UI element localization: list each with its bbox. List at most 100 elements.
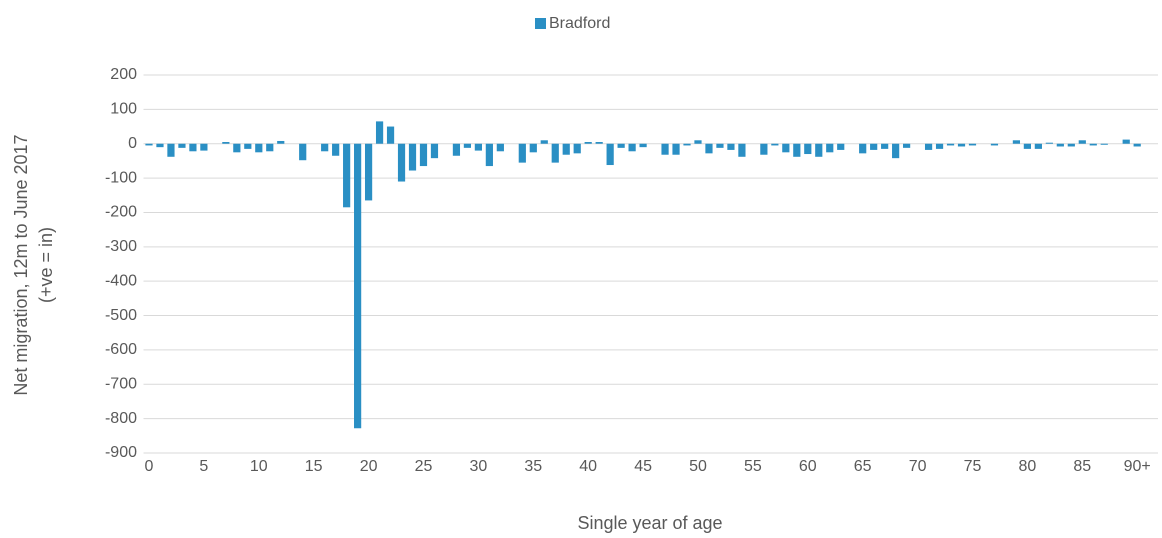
bar xyxy=(661,143,669,155)
bar xyxy=(354,143,362,429)
y-tick-label: -500 xyxy=(105,307,137,324)
x-tick-label: 85 xyxy=(1073,458,1091,475)
x-tick-label: 25 xyxy=(415,458,433,475)
bar xyxy=(1067,143,1075,147)
bar xyxy=(496,143,504,152)
x-tick-label: 0 xyxy=(145,458,154,475)
y-tick-label: -700 xyxy=(105,375,137,392)
bar xyxy=(167,143,175,157)
bar xyxy=(1133,143,1141,147)
x-tick-label: 55 xyxy=(744,458,762,475)
bar xyxy=(694,140,702,144)
y-tick-label: 100 xyxy=(110,101,137,118)
y-tick-label: 0 xyxy=(128,135,137,152)
bar xyxy=(727,143,735,150)
x-tick-label: 20 xyxy=(360,458,378,475)
bar xyxy=(277,140,285,144)
bar xyxy=(375,121,384,144)
bar xyxy=(299,143,307,161)
bar xyxy=(606,143,614,166)
bar xyxy=(222,142,230,144)
bar xyxy=(1122,139,1130,144)
bar xyxy=(463,143,472,148)
x-tick-label: 10 xyxy=(250,458,268,475)
bar xyxy=(826,143,834,153)
x-tick-label: 45 xyxy=(634,458,652,475)
bar xyxy=(1100,143,1108,145)
bar xyxy=(145,143,153,146)
bar xyxy=(419,143,428,167)
legend-label: Bradford xyxy=(549,15,610,32)
y-tick-label: -800 xyxy=(105,410,137,427)
bar xyxy=(672,143,680,155)
bar xyxy=(1023,143,1031,149)
bar xyxy=(573,143,581,154)
y-axis-title: Net migration, 12m to June 2017 xyxy=(11,134,31,395)
y-axis-title: (+ve = in) xyxy=(36,227,56,303)
x-tick-label: 65 xyxy=(854,458,872,475)
bar xyxy=(837,143,845,150)
bar xyxy=(968,143,977,146)
bar xyxy=(628,143,636,152)
x-tick-label: 80 xyxy=(1018,458,1036,475)
bar xyxy=(946,143,955,146)
x-tick-label: 5 xyxy=(199,458,208,475)
bar xyxy=(760,143,768,155)
bar xyxy=(397,143,406,182)
bar xyxy=(1045,142,1053,144)
bar xyxy=(364,143,373,201)
bar xyxy=(815,143,823,157)
bar xyxy=(178,143,186,148)
bar xyxy=(859,143,867,154)
x-tick-label: 40 xyxy=(579,458,597,475)
bar xyxy=(881,143,889,149)
bar xyxy=(321,143,329,152)
bar xyxy=(255,143,263,153)
y-tick-label: -100 xyxy=(105,169,137,186)
y-tick-label: -400 xyxy=(105,272,137,289)
x-axis-title: Single year of age xyxy=(577,513,722,533)
bar xyxy=(903,143,911,148)
bar xyxy=(870,143,878,150)
y-tick-label: -200 xyxy=(105,204,137,221)
bar xyxy=(156,143,164,148)
bar xyxy=(343,143,351,208)
bar xyxy=(485,143,493,167)
x-tick-label: 30 xyxy=(469,458,487,475)
bar xyxy=(584,142,592,144)
x-tick-label: 35 xyxy=(524,458,542,475)
bar xyxy=(529,143,537,153)
y-tick-label: -900 xyxy=(105,444,137,461)
bar xyxy=(452,143,461,156)
bar xyxy=(716,143,724,148)
bar xyxy=(738,143,746,157)
bar xyxy=(804,143,812,155)
bar xyxy=(233,143,241,153)
legend-swatch xyxy=(535,18,546,29)
bar xyxy=(189,143,197,152)
bar xyxy=(990,143,999,146)
y-tick-label: 200 xyxy=(110,66,137,83)
bar xyxy=(200,143,208,151)
bar xyxy=(332,143,340,156)
bar xyxy=(793,143,801,157)
bar xyxy=(474,143,482,151)
y-tick-label: -300 xyxy=(105,238,137,255)
bar xyxy=(266,143,274,152)
bar xyxy=(1034,143,1042,149)
bar xyxy=(705,143,713,154)
bar xyxy=(562,143,570,155)
bar xyxy=(935,143,944,149)
bar xyxy=(1056,143,1064,147)
bar xyxy=(1078,140,1086,144)
bar xyxy=(518,143,526,163)
x-tick-label: 15 xyxy=(305,458,323,475)
bar xyxy=(957,143,966,147)
bar xyxy=(639,143,647,148)
bar xyxy=(551,143,559,163)
bar xyxy=(386,126,395,144)
x-tick-label: 70 xyxy=(909,458,927,475)
x-tick-label: 60 xyxy=(799,458,817,475)
bar xyxy=(430,143,439,159)
